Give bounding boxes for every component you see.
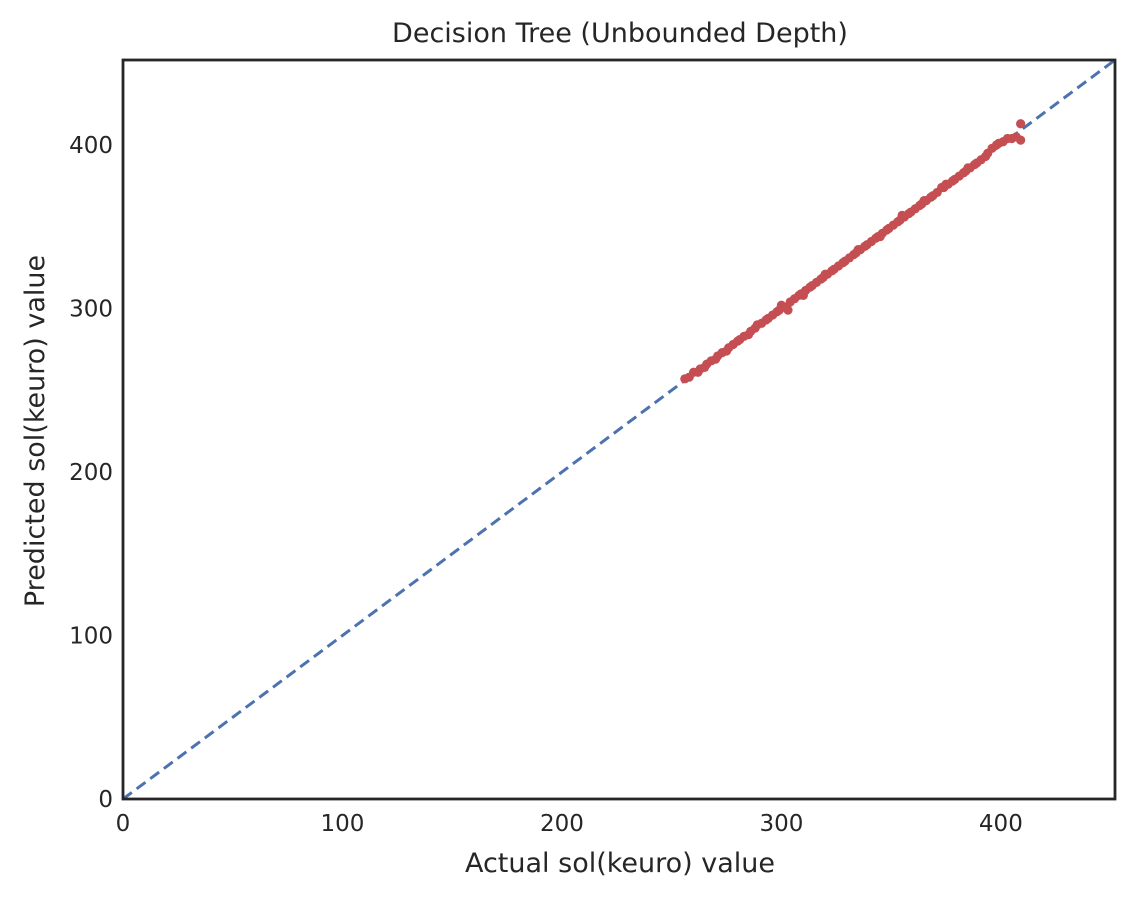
plot-area — [122, 58, 1116, 801]
scatter-point — [798, 290, 808, 301]
x-tick-label: 100 — [321, 811, 365, 837]
x-tick-label: 300 — [759, 811, 803, 837]
y-tick-label: 400 — [69, 133, 113, 159]
scatter-point — [919, 196, 929, 206]
x-axis-label: Actual sol(keuro) value — [465, 848, 775, 879]
y-axis: 0 100 200 300 400 — [69, 133, 113, 813]
scatter-point — [820, 269, 830, 279]
scatter-point — [963, 163, 973, 173]
plot-frame — [121, 58, 1117, 801]
y-tick-label: 100 — [69, 624, 113, 650]
scatter-point — [776, 300, 787, 310]
chart-title: Decision Tree (Unbounded Depth) — [392, 18, 848, 49]
y-tick-label: 0 — [98, 787, 113, 813]
scatter-point — [875, 231, 885, 242]
y-axis-label: Predicted sol(keuro) value — [20, 255, 51, 607]
y-tick-label: 200 — [69, 460, 113, 486]
x-axis: 0 100 200 300 400 — [116, 811, 1023, 837]
scatter-point — [853, 245, 863, 255]
x-tick-label: 0 — [116, 811, 131, 837]
scatter-point — [897, 210, 907, 220]
scatter-point — [941, 179, 951, 189]
x-tick-label: 200 — [540, 811, 584, 837]
scatter-point — [1016, 119, 1026, 129]
x-tick-label: 400 — [979, 811, 1023, 837]
scatter-point — [783, 305, 793, 315]
y-tick-label: 300 — [69, 297, 113, 323]
scatter-series — [680, 119, 1026, 384]
scatter-point — [1016, 135, 1026, 145]
